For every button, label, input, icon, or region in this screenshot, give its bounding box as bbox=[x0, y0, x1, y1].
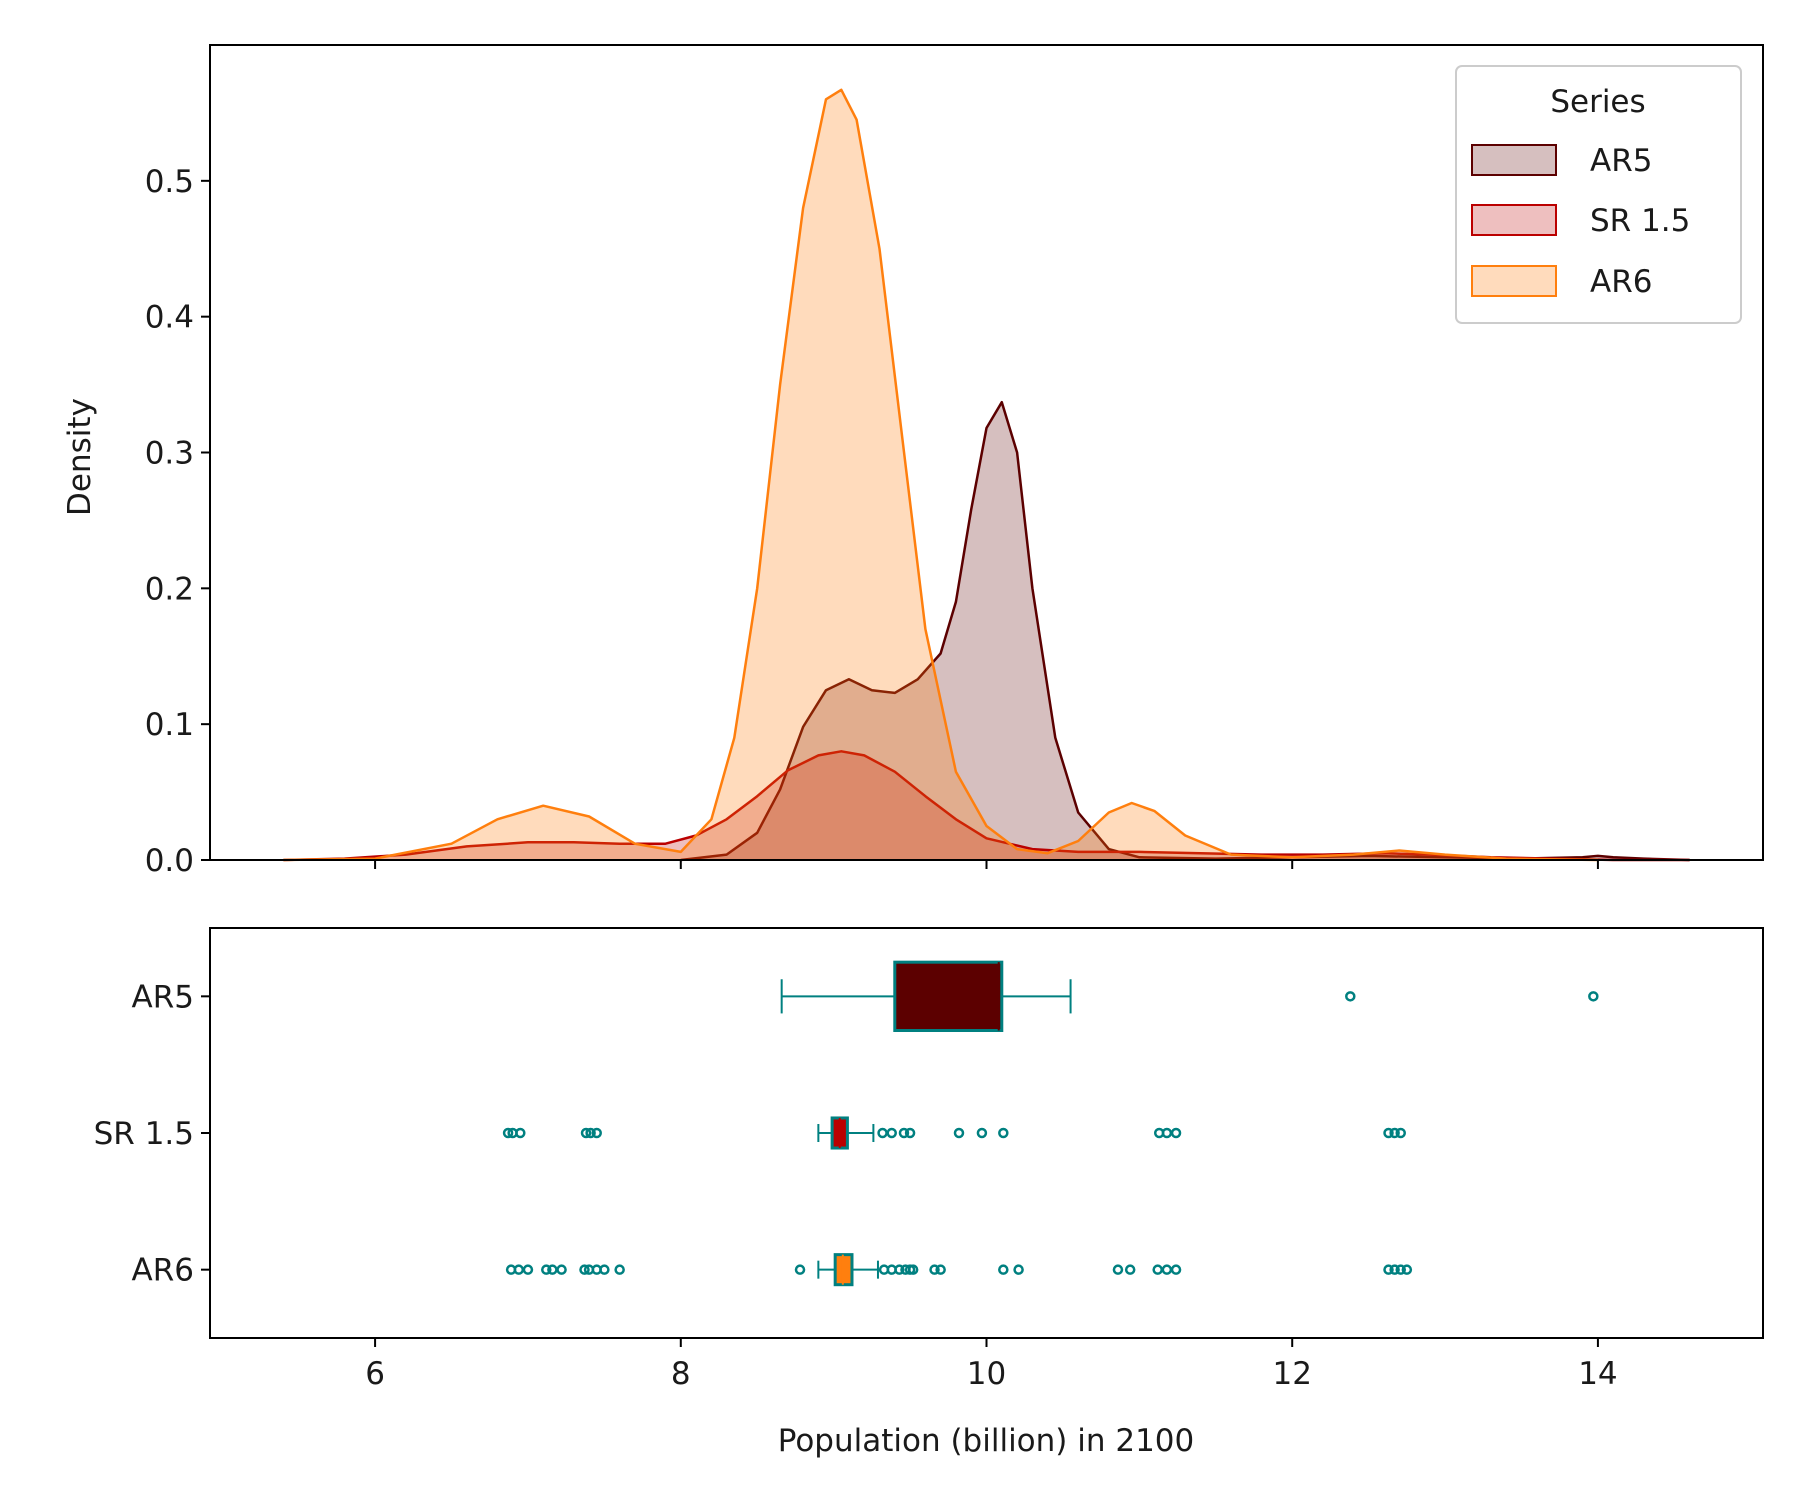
outlier-point-ar6 bbox=[599, 1264, 610, 1275]
density-y-tick-label: 0.5 bbox=[145, 164, 194, 200]
outlier-point-ar6 bbox=[1013, 1264, 1024, 1275]
outlier-point-sr15 bbox=[515, 1127, 526, 1139]
outlier-point-ar5 bbox=[1588, 991, 1599, 1002]
outlier-point-sr15 bbox=[1395, 1127, 1406, 1139]
box-plot-panel: AR5 SR 1.5 AR6 6 8 10 12 14 Population (billio… bbox=[94, 927, 1764, 1459]
outlier-point-sr15 bbox=[1389, 1127, 1400, 1139]
outlier-point-ar6 bbox=[522, 1264, 534, 1275]
outlier-point-sr15 bbox=[998, 1127, 1009, 1139]
box-y-tick-label: AR6 bbox=[132, 1253, 194, 1289]
density-y-tick-label: 0.2 bbox=[145, 571, 194, 607]
density-line-sr15 bbox=[283, 750, 1690, 862]
outlier-point-ar6 bbox=[935, 1264, 946, 1275]
outlier-point-ar6 bbox=[614, 1264, 625, 1275]
outlier-point-sr15 bbox=[502, 1127, 514, 1139]
outlier-point-ar6 bbox=[907, 1264, 919, 1275]
density-fill-ar5 bbox=[680, 402, 1690, 860]
outlier-point-ar5 bbox=[1345, 991, 1356, 1002]
outlier-point-sr15 bbox=[580, 1127, 592, 1139]
outlier-point-ar6 bbox=[1124, 1264, 1136, 1275]
legend-swatch-ar5 bbox=[1471, 144, 1557, 176]
outlier-point-ar6 bbox=[1383, 1264, 1394, 1275]
box-x-axis-title: Population (billion) in 2100 bbox=[778, 1423, 1195, 1459]
outlier-point-sr15 bbox=[898, 1127, 910, 1139]
outlier-point-ar6 bbox=[541, 1264, 552, 1275]
box-x-axis-ticks: 6 8 10 12 14 bbox=[365, 1338, 1618, 1392]
density-y-tick-label: 0.3 bbox=[145, 436, 194, 472]
box-y-tick-label: SR 1.5 bbox=[94, 1116, 194, 1152]
outlier-point-sr15 bbox=[585, 1127, 596, 1139]
outlier-point-ar6 bbox=[1389, 1264, 1400, 1275]
outlier-point-ar6 bbox=[1112, 1264, 1124, 1275]
density-line-ar6 bbox=[283, 88, 1598, 862]
box-y-tick-label: AR5 bbox=[132, 979, 194, 1015]
legend-swatch-sr15 bbox=[1471, 204, 1557, 236]
legend-entry-sr15: SR 1.5 bbox=[1471, 203, 1690, 239]
legend: Series AR5 SR 1.5 AR6 bbox=[1455, 65, 1742, 324]
legend-entry-ar6: AR6 bbox=[1471, 264, 1652, 300]
outlier-point-ar6 bbox=[1401, 1264, 1413, 1275]
outlier-point-sr15 bbox=[904, 1127, 916, 1139]
outlier-point-ar6 bbox=[1170, 1264, 1182, 1275]
legend-swatch-ar6 bbox=[1471, 265, 1557, 297]
legend-title: Series bbox=[1550, 84, 1645, 120]
box-ar5 bbox=[893, 960, 1004, 1033]
density-x-axis-ticks bbox=[374, 860, 1599, 869]
box-x-tick-label: 14 bbox=[1578, 1356, 1617, 1392]
density-y-tick-label: 0.4 bbox=[145, 300, 194, 336]
outlier-point-ar6 bbox=[929, 1264, 940, 1275]
legend-label-ar6: AR6 bbox=[1590, 264, 1652, 300]
density-areas bbox=[283, 88, 1690, 862]
box-x-tick-label: 6 bbox=[365, 1356, 385, 1392]
density-y-axis-ticks: 0.0 0.1 0.2 0.3 0.4 0.5 bbox=[145, 164, 210, 879]
outlier-point-ar6 bbox=[556, 1264, 567, 1275]
outlier-point-sr15 bbox=[953, 1127, 965, 1139]
density-y-tick-label: 0.1 bbox=[145, 707, 194, 743]
box-x-tick-label: 12 bbox=[1272, 1356, 1311, 1392]
legend-label-ar5: AR5 bbox=[1590, 143, 1652, 179]
outlier-point-sr15 bbox=[886, 1127, 897, 1139]
outlier-point-ar6 bbox=[1395, 1264, 1406, 1275]
density-plot-panel: 0.0 0.1 0.2 0.3 0.4 0.5 Density Series AR5 SR… bbox=[62, 44, 1764, 879]
box-x-tick-label: 8 bbox=[671, 1356, 691, 1392]
legend-box bbox=[1455, 65, 1742, 324]
outlier-point-ar6 bbox=[894, 1264, 905, 1275]
density-y-tick-label: 0.0 bbox=[145, 843, 194, 879]
outlier-point-ar6 bbox=[794, 1264, 806, 1275]
outlier-point-ar6 bbox=[579, 1264, 590, 1275]
outlier-point-sr15 bbox=[1170, 1127, 1182, 1139]
box-y-axis-ticks: AR5 SR 1.5 AR6 bbox=[94, 979, 210, 1289]
box-x-tick-label: 10 bbox=[967, 1356, 1006, 1392]
box-plot-marks bbox=[502, 960, 1599, 1287]
legend-label-sr15: SR 1.5 bbox=[1590, 203, 1690, 239]
legend-entry-ar5: AR5 bbox=[1471, 143, 1652, 179]
density-y-axis-title: Density bbox=[62, 398, 98, 516]
outlier-point-sr15 bbox=[1383, 1127, 1394, 1139]
outlier-point-ar6 bbox=[998, 1264, 1009, 1275]
outlier-point-sr15 bbox=[976, 1127, 988, 1139]
outlier-point-sr15 bbox=[591, 1127, 602, 1139]
